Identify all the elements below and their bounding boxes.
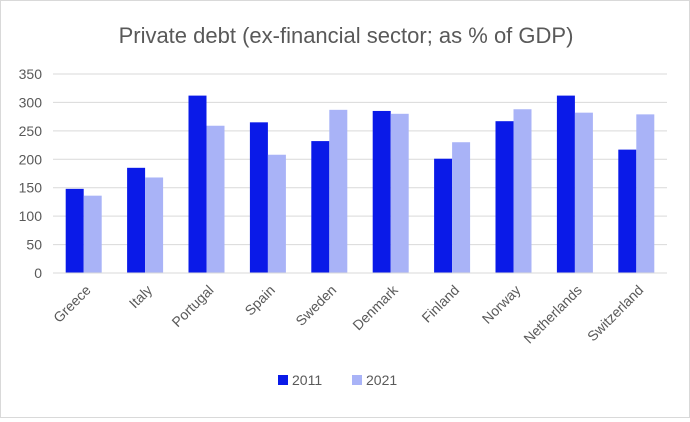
x-category-label: Sweden <box>292 282 339 329</box>
bar-portugal-2021 <box>206 125 225 274</box>
bar-spain-2021 <box>267 154 286 273</box>
x-category-label: Netherlands <box>520 282 585 347</box>
x-category-label: Switzerland <box>584 282 646 344</box>
bars <box>65 95 655 274</box>
legend-label-2021: 2021 <box>366 372 397 388</box>
bar-spain-2011 <box>249 122 268 273</box>
y-tick-label: 250 <box>19 123 43 139</box>
bar-norway-2021 <box>513 109 532 273</box>
y-tick-label: 200 <box>19 151 43 167</box>
y-tick-label: 300 <box>19 94 43 110</box>
bar-netherlands-2021 <box>574 112 593 273</box>
legend: 2011 2021 <box>278 372 397 388</box>
x-axis-categories: Greece Italy Portugal Spain Sweden Denmark Fin… <box>50 281 646 346</box>
bar-switzerland-2011 <box>618 149 637 273</box>
legend-swatch-2021 <box>352 375 362 385</box>
x-category-label: Spain <box>241 282 278 319</box>
legend-swatch-2011 <box>278 375 288 385</box>
x-category-label: Norway <box>479 282 524 327</box>
y-tick-label: 50 <box>26 237 42 253</box>
x-category-label: Portugal <box>168 282 216 330</box>
y-tick-label: 100 <box>19 208 43 224</box>
x-category-label: Greece <box>50 282 94 326</box>
y-tick-label: 0 <box>34 265 42 281</box>
bar-finland-2011 <box>434 158 453 273</box>
chart-title: Private debt (ex-financial sector; as % … <box>119 23 574 48</box>
y-axis-ticks: 0 50 100 150 200 250 300 350 <box>19 66 43 281</box>
bar-netherlands-2011 <box>556 95 575 273</box>
bar-italy-2021 <box>145 177 164 273</box>
legend-label-2011: 2011 <box>292 372 322 388</box>
bar-portugal-2011 <box>188 95 207 273</box>
bar-sweden-2011 <box>311 141 330 273</box>
x-category-label: Italy <box>126 282 155 311</box>
y-tick-label: 150 <box>19 180 43 196</box>
bar-denmark-2011 <box>372 110 391 273</box>
bar-switzerland-2021 <box>636 114 655 274</box>
bar-sweden-2021 <box>329 109 348 273</box>
x-category-label: Finland <box>418 282 462 326</box>
y-tick-label: 350 <box>19 66 43 82</box>
x-category-label: Denmark <box>349 281 401 333</box>
bar-finland-2021 <box>452 142 471 273</box>
bar-italy-2011 <box>127 167 146 273</box>
bar-greece-2011 <box>65 188 84 273</box>
bar-denmark-2021 <box>390 113 409 273</box>
bar-greece-2021 <box>83 195 102 273</box>
bar-norway-2011 <box>495 121 514 273</box>
